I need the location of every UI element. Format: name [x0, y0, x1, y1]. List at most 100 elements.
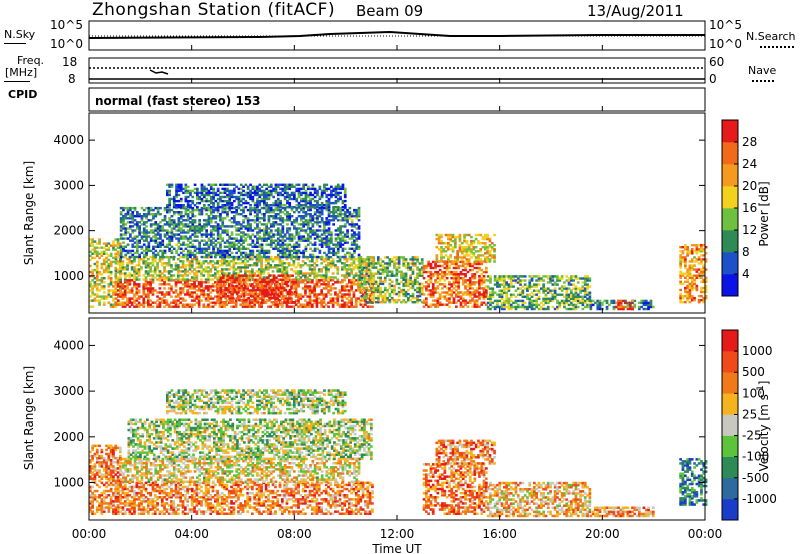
echo-cell — [480, 303, 484, 306]
echo-cell — [395, 301, 399, 304]
echo-cell — [336, 233, 340, 236]
echo-cell — [461, 305, 465, 308]
echo-cell — [156, 243, 160, 246]
echo-cell — [246, 208, 250, 212]
echo-cell — [161, 239, 165, 242]
echo-cell — [112, 305, 115, 308]
echo-cell — [126, 206, 130, 210]
echo-cell — [330, 239, 333, 242]
echo-cell — [395, 270, 399, 273]
echo-cell — [172, 255, 176, 259]
echo-cell — [281, 255, 285, 259]
echo-cell — [145, 229, 148, 232]
echo-cell — [388, 270, 392, 273]
echo-cell — [416, 266, 419, 269]
echo-cell — [172, 291, 176, 294]
echo-cell — [228, 276, 232, 279]
echo-cell — [542, 279, 545, 282]
echo-cell — [267, 237, 271, 240]
echo-cell — [239, 239, 243, 242]
echo-cell — [166, 233, 169, 236]
echo-cell — [119, 287, 122, 290]
echo-cell — [186, 303, 189, 306]
echo-cell — [496, 277, 499, 280]
echo-cell — [367, 270, 371, 273]
echo-cell — [353, 231, 356, 234]
echo-cell — [260, 213, 264, 216]
echo-cell — [276, 223, 280, 226]
echo-cell — [219, 251, 222, 255]
echo-cell — [133, 299, 136, 302]
echo-cell — [181, 297, 185, 300]
echo-cell — [112, 299, 115, 302]
echo-cell — [91, 270, 94, 274]
echo-cell — [339, 215, 342, 218]
echo-cell — [232, 270, 236, 273]
echo-cell — [165, 291, 169, 294]
echo-cell — [159, 206, 162, 210]
echo-cell — [416, 260, 419, 263]
echo-cell — [480, 262, 484, 266]
echo-cell — [112, 291, 115, 294]
echo-cell — [222, 276, 225, 279]
echo-cell — [360, 262, 364, 265]
echo-cell — [114, 248, 118, 251]
echo-cell — [186, 289, 189, 292]
echo-cell — [147, 262, 150, 265]
echo-cell — [119, 255, 123, 259]
echo-cell — [295, 231, 299, 234]
echo-cell — [98, 242, 101, 245]
echo-cell — [425, 285, 428, 288]
echo-cell — [246, 227, 250, 230]
echo-cell — [230, 241, 234, 244]
echo-cell — [231, 296, 234, 300]
echo-cell — [452, 287, 456, 290]
echo-cell — [309, 213, 312, 216]
echo-cell — [112, 244, 115, 247]
echo-cell — [413, 280, 417, 283]
echo-cell — [279, 211, 282, 214]
echo-cell — [234, 305, 238, 308]
echo-cell — [202, 260, 206, 263]
echo-cell — [457, 285, 460, 288]
echo-cell — [91, 299, 94, 302]
echo-cell — [395, 278, 399, 281]
echo-cell — [341, 255, 345, 259]
echo-cell — [226, 249, 229, 253]
echo-cell — [422, 268, 426, 272]
echo-cell — [363, 266, 366, 269]
echo-cell — [256, 296, 260, 300]
echo-cell — [234, 272, 238, 275]
echo-cell — [253, 211, 257, 214]
echo-cell — [281, 241, 285, 244]
echo-cell — [288, 229, 292, 232]
echo-cell — [277, 294, 281, 298]
echo-cell — [102, 268, 106, 272]
echo-cell — [179, 293, 182, 296]
echo-cell — [348, 305, 351, 308]
echo-cell — [163, 245, 167, 248]
echo-cell — [260, 237, 264, 240]
echo-cell — [135, 272, 139, 275]
nave-tick-top: 60 — [709, 55, 725, 69]
echo-cell — [207, 272, 210, 275]
echo-cell — [109, 277, 113, 280]
echo-cell — [320, 217, 324, 220]
echo-cell — [91, 256, 94, 260]
echo-cell — [332, 217, 335, 220]
echo-cell — [295, 249, 299, 253]
echo-cell — [493, 277, 497, 280]
echo-cell — [102, 277, 106, 280]
echo-cell — [256, 245, 259, 248]
echo-cell — [225, 299, 229, 302]
echo-cell — [457, 275, 460, 278]
echo-cell — [339, 219, 342, 222]
echo-cell — [277, 288, 281, 292]
echo-cell — [297, 231, 301, 234]
echo-cell — [450, 277, 454, 280]
echo-cell — [486, 248, 489, 251]
echo-cell — [331, 287, 335, 290]
echo-cell — [202, 270, 206, 273]
echo-cell — [393, 274, 396, 277]
echo-cell — [365, 262, 369, 265]
